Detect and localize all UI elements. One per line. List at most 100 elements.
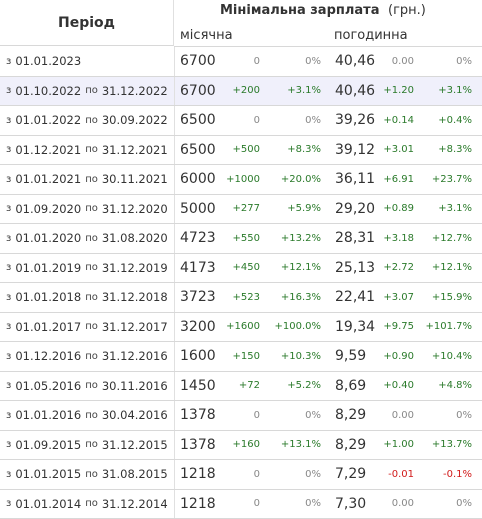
monthly-value: 1378: [180, 401, 216, 430]
table-title: Мінімальна зарплата: [220, 3, 379, 18]
to-prefix: по: [85, 203, 98, 214]
period-to: 31.12.2016: [102, 349, 168, 363]
monthly-change-percent: 0%: [305, 460, 321, 489]
monthly-change-percent: +5.9%: [287, 195, 321, 224]
monthly-change: 0: [254, 106, 260, 135]
period-from: 01.01.2023: [15, 54, 81, 68]
column-divider: [174, 195, 175, 224]
period-from: 01.01.2020: [15, 231, 81, 245]
period-from: 01.01.2016: [15, 408, 81, 422]
to-prefix: по: [85, 321, 98, 332]
monthly-change: +160: [233, 431, 260, 460]
column-divider: [174, 401, 175, 430]
monthly-value: 6000: [180, 165, 216, 194]
to-prefix: по: [85, 439, 98, 450]
from-prefix: з: [6, 469, 11, 480]
to-prefix: по: [85, 351, 98, 362]
column-divider: [174, 224, 175, 253]
to-prefix: по: [85, 410, 98, 421]
monthly-value: 6700: [180, 77, 216, 106]
column-divider: [174, 165, 175, 194]
monthly-change-percent: +10.3%: [281, 342, 321, 371]
to-prefix: по: [85, 85, 98, 96]
monthly-change-percent: +5.2%: [287, 372, 321, 401]
from-prefix: з: [6, 380, 11, 391]
hourly-change-percent: +8.3%: [438, 136, 472, 165]
to-prefix: по: [85, 144, 98, 155]
monthly-change-percent: +13.1%: [281, 431, 321, 460]
monthly-header: місячна: [180, 28, 233, 43]
hourly-change-percent: +10.4%: [432, 342, 472, 371]
hourly-value: 36,11: [335, 165, 375, 194]
monthly-change: 0: [254, 401, 260, 430]
monthly-change-percent: 0%: [305, 106, 321, 135]
monthly-change-percent: +100.0%: [274, 313, 321, 342]
hourly-value: 7,29: [335, 460, 366, 489]
monthly-change-percent: +3.1%: [287, 77, 321, 106]
hourly-value: 9,59: [335, 342, 366, 371]
hourly-change: +6.91: [383, 165, 414, 194]
monthly-value: 1218: [180, 460, 216, 489]
hourly-change-percent: +13.7%: [432, 431, 472, 460]
from-prefix: з: [6, 498, 11, 509]
from-prefix: з: [6, 262, 11, 273]
hourly-change: +3.07: [383, 283, 414, 312]
column-divider: [174, 372, 175, 401]
to-prefix: по: [85, 174, 98, 185]
hourly-change: 0.00: [392, 401, 414, 430]
period-to: 31.12.2022: [102, 84, 168, 98]
hourly-change-percent: +3.1%: [438, 195, 472, 224]
hourly-value: 39,12: [335, 136, 375, 165]
hourly-value: 25,13: [335, 254, 375, 283]
from-prefix: з: [6, 203, 11, 214]
to-prefix: по: [85, 292, 98, 303]
from-prefix: з: [6, 56, 11, 67]
monthly-value: 3723: [180, 283, 216, 312]
monthly-change: +523: [233, 283, 260, 312]
from-prefix: з: [6, 174, 11, 185]
monthly-change-percent: 0%: [305, 401, 321, 430]
period-from: 01.01.2021: [15, 172, 81, 186]
period-to: 31.12.2021: [102, 143, 168, 157]
monthly-change: +500: [233, 136, 260, 165]
hourly-change: +1.00: [383, 431, 414, 460]
hourly-change: +3.01: [383, 136, 414, 165]
period-to: 31.12.2015: [102, 438, 168, 452]
period-to: 30.11.2021: [102, 172, 168, 186]
period-from: 01.09.2015: [15, 438, 81, 452]
to-prefix: по: [85, 469, 98, 480]
hourly-value: 22,41: [335, 283, 375, 312]
period-cell: з 01.01.2023: [6, 47, 81, 76]
period-from: 01.01.2019: [15, 261, 81, 275]
period-to: 31.08.2020: [102, 231, 168, 245]
period-from: 01.10.2022: [15, 84, 81, 98]
hourly-value: 19,34: [335, 313, 375, 342]
to-prefix: по: [85, 380, 98, 391]
hourly-change-percent: -0.1%: [443, 460, 472, 489]
monthly-change: +1600: [226, 313, 260, 342]
monthly-change-percent: +16.3%: [281, 283, 321, 312]
monthly-change: +1000: [226, 165, 260, 194]
period-header: Період: [0, 0, 174, 46]
monthly-value: 4723: [180, 224, 216, 253]
monthly-change-percent: 0%: [305, 490, 321, 519]
hourly-value: 7,30: [335, 490, 366, 519]
period-to: 30.04.2016: [102, 408, 168, 422]
monthly-value: 3200: [180, 313, 216, 342]
